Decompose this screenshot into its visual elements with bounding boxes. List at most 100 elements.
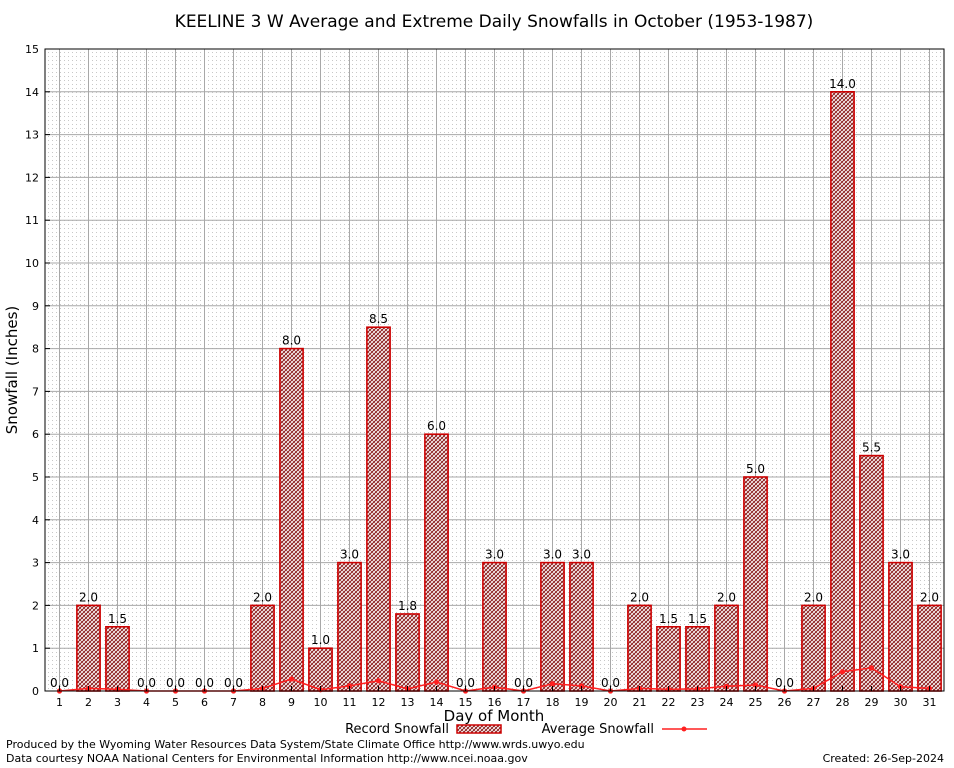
legend-swatch-record-snowfall (456, 724, 502, 734)
bar-value-label: 3.0 (485, 548, 504, 562)
footer-produced-by: Produced by the Wyoming Water Resources … (6, 738, 585, 751)
y-tick-label: 4 (32, 514, 39, 527)
x-tick-label: 14 (430, 696, 444, 709)
bar-record-day-25 (743, 476, 768, 692)
y-tick-label: 1 (32, 642, 39, 655)
legend: Record Snowfall Average Snowfall (345, 722, 707, 737)
legend-label-average-snowfall: Average Snowfall (542, 722, 654, 737)
bar-record-day-14 (424, 433, 449, 692)
x-tick-label: 23 (691, 696, 705, 709)
bar-value-label: 0.0 (137, 676, 156, 690)
x-tick-label: 29 (865, 696, 879, 709)
bar-record-day-30 (888, 561, 913, 692)
bar-record-day-21 (627, 604, 652, 692)
x-tick-label: 6 (201, 696, 208, 709)
bar-value-label: 2.0 (920, 590, 939, 604)
footer-data-courtesy: Data courtesy NOAA National Centers for … (6, 752, 528, 765)
y-tick-label: 0 (32, 685, 39, 698)
y-tick-label: 5 (32, 471, 39, 484)
y-tick-label: 2 (32, 599, 39, 612)
bar-value-label: 1.5 (659, 612, 678, 626)
x-tick-label: 21 (633, 696, 647, 709)
bar-value-label: 0.0 (775, 676, 794, 690)
y-tick-label: 12 (25, 171, 39, 184)
x-tick-label: 7 (230, 696, 237, 709)
bar-value-label: 3.0 (543, 548, 562, 562)
bar-value-label: 2.0 (717, 590, 736, 604)
bar-value-label: 2.0 (253, 590, 272, 604)
bar-value-label: 1.8 (398, 599, 417, 613)
bar-value-labels: 0.0 2.0 1.5 0.0 0.0 0.0 0.0 2.0 8.0 1.0 3.0 8.5 1.8 6… (50, 77, 939, 690)
bar-record-day-28 (830, 91, 855, 692)
average-point-day-12 (375, 678, 382, 684)
bar-value-label: 2.0 (804, 590, 823, 604)
bar-record-day-18 (540, 561, 565, 692)
bar-record-day-12 (366, 326, 391, 692)
average-point-day-25 (752, 682, 759, 688)
y-axis-label: Snowfall (Inches) (3, 306, 21, 434)
x-tick-label: 4 (143, 696, 150, 709)
bar-record-day-29 (859, 454, 884, 692)
x-tick-label: 16 (488, 696, 502, 709)
average-point-day-11 (346, 683, 353, 689)
record-snowfall-bars (76, 91, 942, 692)
bar-value-label: 8.5 (369, 312, 388, 326)
bar-record-day-16 (482, 561, 507, 692)
bar-value-label: 1.0 (311, 633, 330, 647)
bar-value-label: 2.0 (79, 590, 98, 604)
x-tick-label: 8 (259, 696, 266, 709)
average-point-day-9 (288, 676, 295, 682)
x-tick-label: 28 (836, 696, 850, 709)
bar-value-label: 5.0 (746, 462, 765, 476)
y-tick-label: 7 (32, 385, 39, 398)
average-point-day-28 (839, 669, 846, 675)
x-tick-label: 25 (749, 696, 763, 709)
x-tick-label: 3 (114, 696, 121, 709)
y-tick-label: 8 (32, 343, 39, 356)
bar-value-label: 2.0 (630, 590, 649, 604)
legend-marker-average-snowfall (681, 726, 687, 732)
y-tick-label: 13 (25, 129, 39, 142)
x-tick-label: 11 (343, 696, 357, 709)
bar-record-day-23 (685, 625, 710, 692)
legend-label-record-snowfall: Record Snowfall (345, 722, 449, 737)
y-tick-label: 9 (32, 300, 39, 313)
bar-value-label: 0.0 (50, 676, 69, 690)
bar-record-day-2 (76, 604, 101, 692)
bar-value-label: 0.0 (166, 676, 185, 690)
bar-value-label: 0.0 (195, 676, 214, 690)
bar-value-label: 0.0 (456, 676, 475, 690)
bar-value-label: 5.5 (862, 441, 881, 455)
bar-record-day-8 (250, 604, 275, 692)
bar-value-label: 0.0 (601, 676, 620, 690)
bar-value-label: 1.5 (108, 612, 127, 626)
x-axis-label: Day of Month (444, 707, 545, 725)
y-tick-label: 15 (25, 43, 39, 56)
y-tick-label: 6 (32, 428, 39, 441)
x-tick-label: 19 (575, 696, 589, 709)
average-point-day-18 (549, 681, 556, 687)
bar-record-day-10 (308, 647, 333, 692)
x-tick-label: 20 (604, 696, 618, 709)
bar-value-label: 0.0 (224, 676, 243, 690)
bar-record-day-27 (801, 604, 826, 692)
bar-value-label: 3.0 (340, 548, 359, 562)
y-tick-label: 14 (25, 86, 39, 99)
x-tick-label: 13 (401, 696, 415, 709)
x-tick-label: 27 (807, 696, 821, 709)
x-tick-label: 24 (720, 696, 734, 709)
bar-value-label: 1.5 (688, 612, 707, 626)
x-tick-label: 12 (372, 696, 386, 709)
x-tick-label: 1 (56, 696, 63, 709)
average-point-day-14 (433, 679, 440, 685)
bar-record-day-31 (917, 604, 942, 692)
bar-value-label: 3.0 (891, 548, 910, 562)
average-point-day-19 (578, 683, 585, 689)
x-axis-ticks: 1 2 3 4 5 6 7 8 9 10 11 12 13 14 15 16 17 18 19 20 21 22 23 24 2… (56, 686, 937, 709)
x-tick-label: 9 (288, 696, 295, 709)
x-tick-label: 31 (923, 696, 937, 709)
bar-record-day-24 (714, 604, 739, 692)
bar-value-label: 8.0 (282, 334, 301, 348)
footer-created-date: Created: 26-Sep-2024 (822, 752, 944, 765)
